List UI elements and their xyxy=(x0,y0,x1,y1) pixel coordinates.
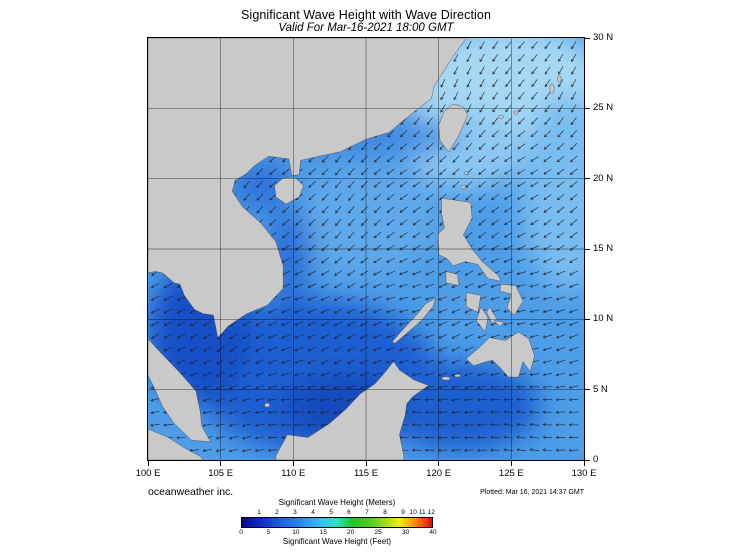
page-title: Significant Wave Height with Wave Direct… xyxy=(241,8,491,22)
colorbar-feet-tick: 25 xyxy=(374,529,382,536)
lat-tick-label: 20 N xyxy=(593,172,614,184)
colorbar-feet-tick: 10 xyxy=(292,529,300,536)
colorbar-meters-tick: 2 xyxy=(275,509,279,516)
colorbar-feet-tick: 0 xyxy=(239,529,243,536)
island-sulu-2 xyxy=(454,373,461,378)
colorbar-gradient-bar xyxy=(241,517,433,528)
island-luzon xyxy=(436,198,502,282)
land-sumatra xyxy=(148,428,204,460)
colorbar-meters-tick: 9 xyxy=(401,509,405,516)
colorbar-meters-tick: 1 xyxy=(257,509,261,516)
lat-tick-label: 5 N xyxy=(593,383,608,395)
colorbar-meters-tick: 7 xyxy=(365,509,369,516)
island-babuyan xyxy=(460,185,466,190)
island-batan xyxy=(464,171,469,175)
lat-tick-label: 25 N xyxy=(593,102,614,114)
lon-tick-label: 120 E xyxy=(426,468,452,479)
lon-tick-label: 110 E xyxy=(281,468,306,479)
land-layer xyxy=(148,38,562,460)
island-okinawa xyxy=(549,83,555,94)
lon-tick-label: 130 E xyxy=(571,468,597,479)
lat-tick-mark xyxy=(585,389,590,391)
lon-tick-label: 100 E xyxy=(135,468,161,479)
colorbar-scale-feet: 0 5 10 15 20 25 30 40 xyxy=(239,528,437,537)
land-borneo xyxy=(275,361,429,460)
island-natuna xyxy=(264,402,271,408)
lat-tick-label: 10 N xyxy=(593,313,614,325)
colorbar-title-feet: Significant Wave Height (Feet) xyxy=(282,537,392,546)
colorbar-meters-tick: 6 xyxy=(347,509,351,516)
colorbar-meters-tick: 10 xyxy=(409,509,417,516)
colorbar-scale-meters: 1 2 3 4 5 6 7 8 9 10 11 12 xyxy=(241,508,435,517)
land-mainland-asia xyxy=(148,38,467,339)
colorbar-meters-tick: 5 xyxy=(329,509,333,516)
graticule-grid xyxy=(148,38,584,460)
lon-tick-mark xyxy=(220,461,222,466)
colorbar-meters-tick: 8 xyxy=(383,509,387,516)
colorbar-title-meters: Significant Wave Height (Meters) xyxy=(278,498,396,507)
island-palawan xyxy=(391,297,437,344)
lat-tick-label: 15 N xyxy=(593,243,614,254)
island-mindoro xyxy=(445,271,460,286)
lat-tick-mark xyxy=(585,107,590,109)
island-sulu-1 xyxy=(441,376,451,381)
colorbar-meters-tick: 4 xyxy=(311,509,315,516)
lon-tick-label: 115 E xyxy=(353,468,379,479)
colorbar-feet-tick: 20 xyxy=(347,529,355,536)
lon-tick-label: 105 E xyxy=(208,468,234,479)
island-ishigaki xyxy=(498,114,504,119)
land-malay-peninsula xyxy=(148,338,211,442)
lon-tick-mark xyxy=(292,461,294,466)
lat-tick-mark xyxy=(585,459,590,461)
colorbar-feet-tick: 30 xyxy=(401,529,410,536)
lon-tick-label: 125 E xyxy=(498,468,524,479)
colorbar-meters-tick: 12 xyxy=(427,509,435,516)
lat-tick-mark xyxy=(585,37,590,39)
oceanweather-credit: oceanweather inc. xyxy=(148,486,234,498)
lon-tick-mark xyxy=(583,461,585,466)
colorbar-feet-tick: 15 xyxy=(319,529,327,536)
colorbar-feet-tick: 5 xyxy=(266,529,271,536)
island-amami xyxy=(557,75,562,83)
lat-tick-label: 0 xyxy=(593,454,599,465)
colorbar-meters-tick: 11 xyxy=(418,509,426,516)
lat-tick-mark xyxy=(585,248,590,250)
island-panay xyxy=(466,292,482,313)
island-mindanao xyxy=(465,331,535,378)
colorbar-meters-tick: 3 xyxy=(293,509,297,516)
island-miyako xyxy=(513,110,518,115)
sea-shade-blob xyxy=(518,94,584,292)
lat-tick-mark xyxy=(585,178,590,180)
wave-map-svg xyxy=(148,38,584,460)
lon-tick-mark xyxy=(147,461,149,466)
plotted-timestamp: Plotted: Mar 16, 2021 14:37 GMT xyxy=(480,489,584,496)
island-hainan xyxy=(274,177,304,205)
lon-tick-mark xyxy=(365,461,367,466)
island-taiwan xyxy=(438,103,468,153)
colorbar-feet-tick: 40 xyxy=(429,529,437,536)
island-bohol xyxy=(493,320,505,327)
lon-tick-mark xyxy=(438,461,440,466)
valid-time-subtitle: Valid For Mar-16-2021 18:00 GMT xyxy=(278,22,454,34)
lat-tick-mark xyxy=(585,318,590,320)
map-canvas xyxy=(147,37,585,461)
lon-tick-mark xyxy=(510,461,512,466)
